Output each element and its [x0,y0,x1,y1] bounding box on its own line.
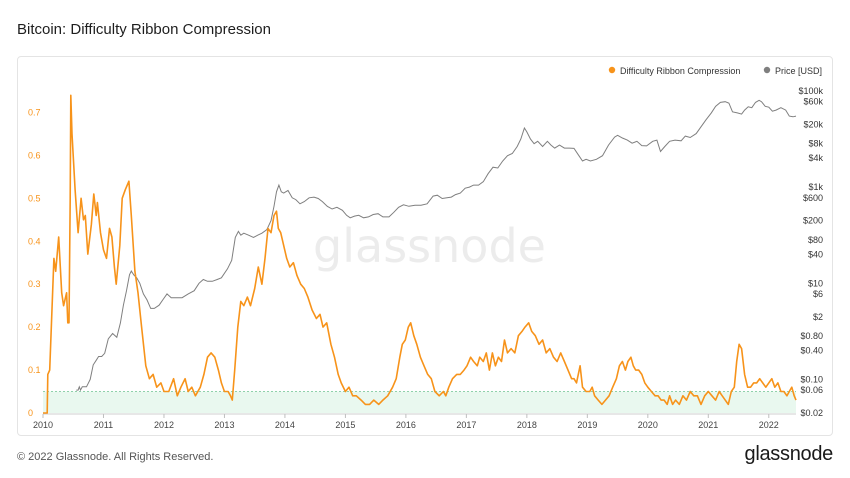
left-tick-label: 0.1 [28,365,41,375]
right-tick-label: $0.02 [800,408,823,418]
threshold-band [43,391,796,413]
right-tick-label: $0.40 [800,345,823,355]
left-tick-label: 0.6 [28,150,41,160]
legend-label-difficulty-ribbon[interactable]: Difficulty Ribbon Compression [620,66,740,76]
x-tick-label: 2016 [396,420,416,430]
legend-dot-price [763,66,771,74]
legend-label-price[interactable]: Price [USD] [775,66,822,76]
right-tick-label: $1k [808,182,823,192]
right-tick-label: $8k [808,139,823,149]
left-tick-label: 0.4 [28,236,41,246]
chart-canvas: glassnode 2010 2011 2012 2013 2014 2015 2016 20… [28,66,823,430]
right-tick-label: $10 [808,278,823,288]
right-tick-label: $40 [808,249,823,259]
right-tick-label: $200 [803,216,823,226]
x-tick-label: 2011 [94,420,113,430]
x-tick-label: 2017 [456,420,476,430]
x-tick-label: 2013 [214,420,234,430]
right-tick-label: $4k [808,153,823,163]
right-tick-label: $0.80 [800,331,823,341]
x-tick-label: 2015 [335,420,355,430]
x-tick-label: 2022 [759,420,779,430]
page-title: Bitcoin: Difficulty Ribbon Compression [17,21,271,38]
left-tick-label: 0.2 [28,322,41,332]
chart-card: glassnode 2010 2011 2012 2013 2014 2015 2016 20… [17,56,833,436]
right-tick-label: $60k [803,97,823,107]
x-tick-label: 2018 [517,420,537,430]
left-tick-label: 0.5 [28,193,41,203]
left-axis: 0 0.1 0.2 0.3 0.4 0.5 0.6 0.7 [28,107,41,418]
x-tick-label: 2014 [275,420,295,430]
x-tick-label: 2020 [638,420,658,430]
right-tick-label: $600 [803,193,823,203]
x-tick-label: 2012 [154,420,174,430]
legend-dot-difficulty-ribbon [608,66,616,74]
left-tick-label: 0.7 [28,107,41,117]
x-tick-label: 2010 [33,420,53,430]
left-tick-label: 0.3 [28,279,41,289]
difficulty-ribbon-series-line [43,94,797,414]
right-tick-label: $0.10 [800,374,823,384]
right-tick-label: $2 [813,312,823,322]
price-series-line [76,99,797,392]
right-tick-label: $0.06 [800,385,823,395]
right-tick-label: $20k [803,120,823,130]
x-tick-label: 2021 [698,420,718,430]
right-tick-label: $100k [798,86,823,96]
glassnode-logo[interactable]: glassnode [744,443,834,465]
left-tick-label: 0 [28,408,33,418]
right-axis: $100k$60k$20k$8k$4k$1k$600$200$80$40$10$… [798,86,823,418]
right-tick-label: $80 [808,235,823,245]
copyright: © 2022 Glassnode. All Rights Reserved. [17,451,214,463]
x-tick-label: 2019 [577,420,597,430]
right-tick-label: $6 [813,289,823,299]
watermark: glassnode [313,219,546,273]
x-axis: 2010 2011 2012 2013 2014 2015 2016 2017 2018 2019… [33,413,796,430]
legend: Difficulty Ribbon Compression Price [USD… [608,66,822,76]
